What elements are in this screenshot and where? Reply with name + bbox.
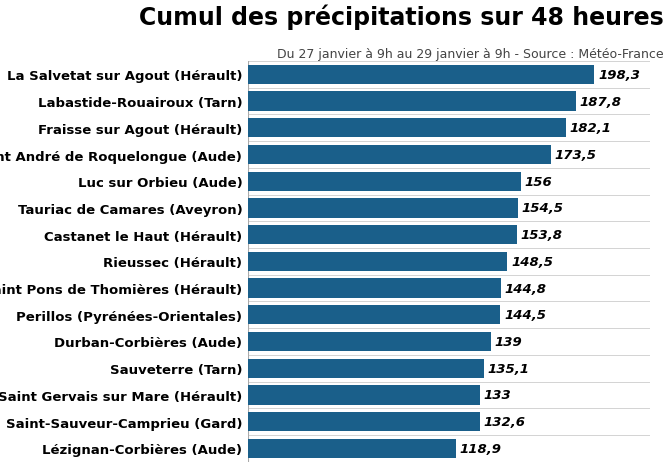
Bar [248, 66, 594, 85]
Bar [248, 412, 480, 431]
Bar [248, 92, 576, 111]
Bar [248, 252, 507, 271]
Text: 133: 133 [484, 388, 512, 402]
Text: Du 27 janvier à 9h au 29 janvier à 9h - Source : Météo-France: Du 27 janvier à 9h au 29 janvier à 9h - … [277, 48, 663, 60]
Bar [248, 226, 517, 245]
Bar [248, 172, 521, 191]
Bar [248, 386, 480, 405]
Text: 198,3: 198,3 [598, 69, 640, 82]
Text: 173,5: 173,5 [555, 149, 597, 162]
Text: Cumul des précipitations sur 48 heures: Cumul des précipitations sur 48 heures [139, 5, 663, 30]
Bar [248, 279, 501, 298]
Text: 139: 139 [494, 335, 522, 348]
Bar [248, 199, 518, 218]
Text: 156: 156 [524, 175, 552, 188]
Bar [248, 359, 484, 378]
Bar [248, 332, 491, 351]
Text: 154,5: 154,5 [521, 202, 563, 215]
Text: 132,6: 132,6 [483, 415, 525, 428]
Bar [248, 119, 566, 138]
Text: 182,1: 182,1 [570, 122, 612, 135]
Text: 144,8: 144,8 [505, 282, 547, 295]
Text: 144,5: 144,5 [504, 308, 546, 322]
Text: 153,8: 153,8 [520, 228, 562, 242]
Text: 187,8: 187,8 [580, 95, 622, 109]
Text: 135,1: 135,1 [488, 362, 529, 375]
Text: 148,5: 148,5 [511, 255, 553, 268]
Text: 118,9: 118,9 [459, 442, 501, 455]
Bar [248, 306, 500, 325]
Bar [248, 146, 551, 165]
Bar [248, 439, 456, 458]
